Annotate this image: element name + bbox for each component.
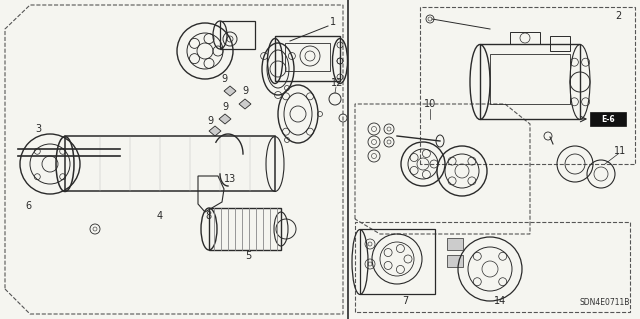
Bar <box>220 21 255 49</box>
Text: 2: 2 <box>615 11 621 21</box>
Text: 1: 1 <box>330 17 336 27</box>
Text: E-6: E-6 <box>601 115 615 123</box>
Bar <box>510 32 540 44</box>
Text: 7: 7 <box>402 296 408 306</box>
Polygon shape <box>447 238 463 250</box>
Text: 10: 10 <box>424 99 436 109</box>
Text: 9: 9 <box>221 74 227 84</box>
Text: 9: 9 <box>222 102 228 112</box>
Bar <box>480 44 580 119</box>
Text: 4: 4 <box>157 211 163 221</box>
Bar <box>275 36 340 81</box>
Text: SDN4E0711B: SDN4E0711B <box>580 298 630 307</box>
Polygon shape <box>239 99 251 109</box>
Polygon shape <box>219 114 231 124</box>
Text: 14: 14 <box>494 296 506 306</box>
Bar <box>360 229 435 294</box>
Polygon shape <box>447 255 463 267</box>
Text: 8: 8 <box>205 211 211 221</box>
Text: 6: 6 <box>25 201 31 211</box>
Bar <box>590 112 626 126</box>
Bar <box>550 36 570 51</box>
Polygon shape <box>209 126 221 136</box>
Bar <box>209 208 281 250</box>
Text: 13: 13 <box>224 174 236 184</box>
Text: 9: 9 <box>242 86 248 96</box>
Bar <box>285 43 330 71</box>
Text: 3: 3 <box>35 124 41 134</box>
Bar <box>490 54 570 104</box>
Polygon shape <box>224 86 236 96</box>
Text: 9: 9 <box>207 116 213 126</box>
Text: 11: 11 <box>614 146 626 156</box>
Text: 12: 12 <box>331 78 343 88</box>
Bar <box>65 136 275 191</box>
Text: 5: 5 <box>245 251 251 261</box>
